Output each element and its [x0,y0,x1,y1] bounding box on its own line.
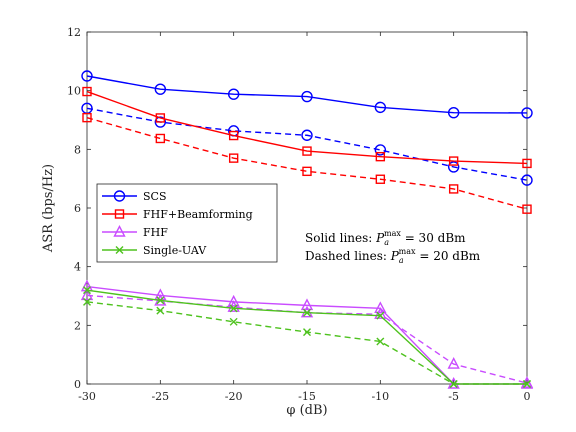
y-tick-label: 0 [74,378,81,391]
data-point [83,297,91,306]
data-point [155,133,166,144]
series-single-uav-solid [83,286,531,388]
data-point [301,129,313,141]
y-tick-label: 12 [67,26,81,39]
x-tick-label: -5 [448,390,459,403]
data-point [523,380,531,388]
series-line [86,107,528,181]
series-line [86,90,528,165]
data-point [227,294,240,307]
legend-marker [113,190,126,202]
data-point [154,83,167,95]
y-axis-label: ASR (bps/Hz) [41,164,56,253]
data-point [374,101,387,114]
legend-marker [113,224,126,237]
solid-lines-annotation: Solid lines: Pamax = 30 dBm [305,229,466,247]
series-fhf-dashed [80,288,534,388]
data-point [521,107,533,119]
data-point [374,301,387,314]
data-point [447,106,460,119]
data-point [228,130,239,141]
data-point [376,311,385,320]
series-line [86,289,527,385]
y-tick-label: 4 [74,261,81,274]
x-tick-label: -30 [78,390,96,403]
data-point [376,337,385,346]
data-point [522,158,532,169]
data-point [227,88,240,100]
data-point [156,306,165,315]
data-point [82,86,92,97]
series-fhf-beamforming-dashed [82,112,532,214]
legend-entry: SCS [143,190,167,203]
legend-entry: FHF+Beamforming [143,208,253,221]
data-point [229,317,238,326]
legend-marker [114,209,125,219]
data-point [302,166,312,177]
data-point [83,286,91,295]
dashed-lines-annotation: Dashed lines: Pamax = 20 dBm [305,247,481,265]
data-point [82,112,92,123]
data-point [301,90,313,103]
data-point [374,144,387,156]
y-tick-label: 10 [67,85,81,98]
data-point [449,380,458,388]
x-tick-label: 0 [524,390,531,403]
legend-box [96,183,278,263]
data-point [303,308,311,317]
legend: SCS FHF+Beamforming FHF Single-UAV [96,183,278,263]
x-tick-label: -15 [298,390,316,403]
series-scs-solid [81,70,533,119]
y-tick-label: 2 [74,319,81,332]
series-line [86,75,528,114]
data-point [229,304,238,313]
data-point [302,146,312,156]
data-point [375,174,386,184]
data-point [447,357,460,369]
data-point [522,204,532,214]
series-line [86,116,528,210]
x-tick-label: -10 [371,390,389,403]
x-axis-label: φ (dB) [286,403,327,418]
data-point [375,151,386,162]
data-point [447,376,460,389]
data-point [155,113,166,123]
data-point [521,174,533,186]
data-point [81,70,93,82]
legend-marker [115,246,124,254]
data-point [80,288,94,301]
series-fhf-solid [80,279,534,389]
y-tick-label: 6 [74,202,81,215]
series-line [86,301,527,385]
data-point [303,328,311,337]
data-point [447,161,460,173]
data-point [228,153,239,163]
series-scs-dashed [81,102,533,186]
data-point [300,298,314,311]
data-point [448,156,459,166]
series-single-uav-dashed [83,297,531,388]
legend-entry: FHF [143,226,168,239]
data-point [156,296,165,305]
data-point [448,184,459,194]
x-tick-label: -20 [225,390,243,403]
data-point [154,116,167,128]
x-tick-label: -25 [151,390,169,403]
legend-entry: Single-UAV [143,244,207,257]
series-fhf-beamforming-solid [82,86,532,169]
y-tick-label: 8 [74,143,81,156]
